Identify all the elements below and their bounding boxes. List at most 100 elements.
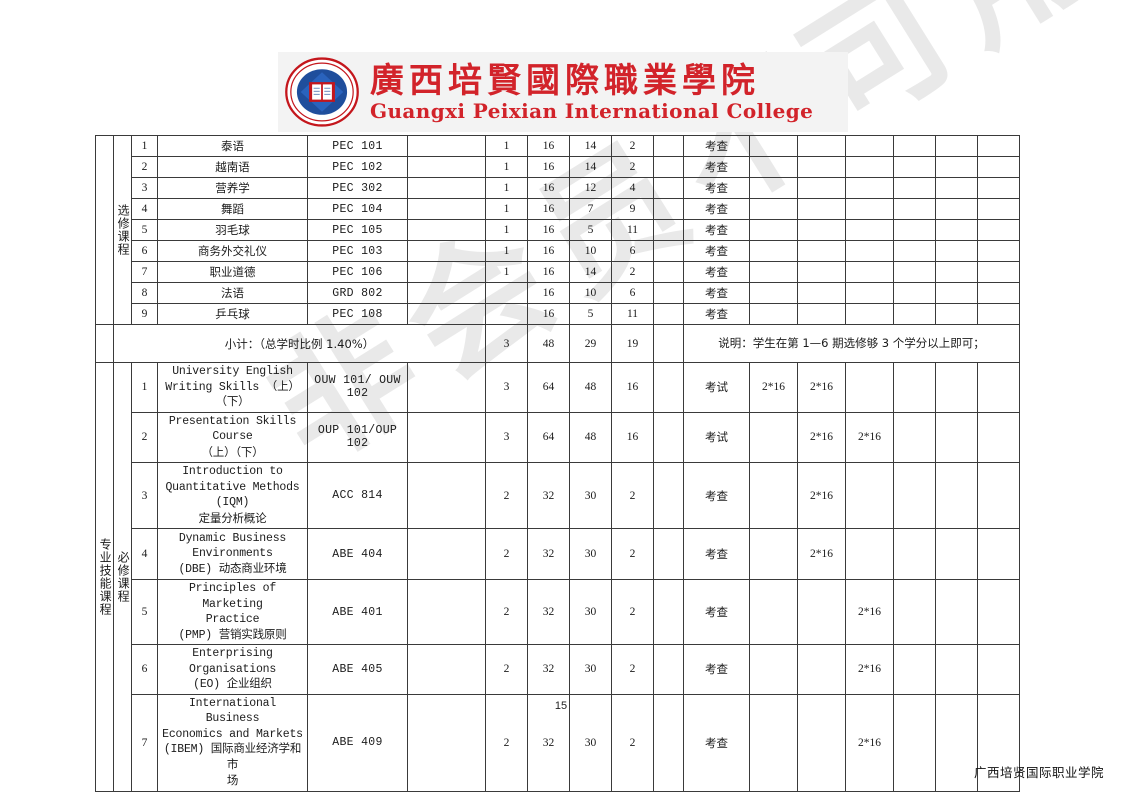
cell-semester-3 — [845, 261, 894, 283]
cell-semester-6 — [977, 282, 1020, 304]
cell-course-code: OUW 101/ OUW 102 — [307, 362, 408, 413]
cell-course-name: Presentation Skills Course （上）（下） — [157, 411, 308, 464]
cell-semester-1 — [749, 462, 798, 530]
cell-theory-hours: 30 — [569, 462, 612, 530]
cell-theory-hours: 10 — [569, 240, 612, 262]
cell-practice-hours: 9 — [611, 198, 654, 220]
table-row: 2 越南语 PEC 102 1 16 14 2 考查 — [96, 156, 1020, 178]
cell-blank-b — [653, 462, 684, 530]
cell-total-hours: 64 — [527, 411, 570, 464]
cell-total-hours: 16 — [527, 282, 570, 304]
cell-semester-2 — [797, 135, 846, 157]
cell-theory-hours: 48 — [569, 411, 612, 464]
cell-semester-1 — [749, 240, 798, 262]
cell-semester-1 — [749, 219, 798, 241]
cell-serial-no: 9 — [131, 303, 158, 325]
cell-semester-6 — [977, 219, 1020, 241]
cell-total-hours: 16 — [527, 303, 570, 325]
cell-credits: 1 — [485, 198, 528, 220]
cell-semester-4 — [893, 693, 936, 792]
cell-semester-6 — [977, 156, 1020, 178]
cell-semester-5 — [935, 303, 978, 325]
cell-assessment: 考查 — [683, 528, 750, 581]
cell-blank-a — [407, 240, 486, 262]
cell-course-name: International Business Economics and Mark… — [157, 693, 308, 792]
college-title-cn: 廣西培賢國際職業學院 — [370, 60, 760, 101]
college-title-en: Guangxi Peixian International College — [370, 99, 814, 124]
cell-semester-6 — [977, 462, 1020, 530]
cell-course-name: 泰语 — [157, 135, 308, 157]
cell-semester-3 — [845, 362, 894, 413]
cell-semester-3 — [845, 282, 894, 304]
cell-theory-hours: 7 — [569, 198, 612, 220]
cell-total-hours: 16 — [527, 177, 570, 199]
cell-practice-hours: 2 — [611, 579, 654, 646]
cell-semester-1 — [749, 135, 798, 157]
cell-serial-no: 5 — [131, 219, 158, 241]
cell-total-hours: 64 — [527, 362, 570, 413]
cell-semester-2 — [797, 644, 846, 695]
cell-blank-b — [653, 198, 684, 220]
curriculum-table-body: 选修课程 1 泰语 PEC 101 1 16 14 2 考查 2 越南语 PEC 102 1 16 14 2 考… — [95, 135, 1020, 792]
cell-semester-1 — [749, 177, 798, 199]
cell-credits: 2 — [485, 693, 528, 792]
college-emblem-icon — [284, 54, 360, 130]
footer-organization: 广西培贤国际职业学院 — [973, 765, 1104, 780]
cell-semester-4 — [893, 303, 936, 325]
group-label-inner-1-text: 选修课程 — [116, 204, 131, 256]
cell-course-name: Principles of Marketing Practice (PMP) 营销实… — [157, 579, 308, 646]
cell-serial-no: 2 — [131, 411, 158, 464]
table-row: 专业技能课程 必修课程 1 University English Writing Ski… — [95, 362, 1020, 792]
cell-course-code: PEC 105 — [307, 219, 408, 241]
cell-practice-hours: 2 — [611, 644, 654, 695]
cell-semester-3 — [845, 156, 894, 178]
cell-course-code: ABE 409 — [307, 693, 408, 792]
cell-semester-5 — [935, 282, 978, 304]
cell-credits: 3 — [485, 362, 528, 413]
cell-blank-a — [407, 462, 486, 530]
cell-semester-6 — [977, 240, 1020, 262]
cell-practice-hours: 11 — [611, 303, 654, 325]
cell-course-name: 职业道德 — [157, 261, 308, 283]
cell-semester-3: 2*16 — [845, 411, 894, 464]
cell-practice-hours: 4 — [611, 177, 654, 199]
cell-semester-4 — [893, 462, 936, 530]
cell-semester-6 — [977, 135, 1020, 157]
cell-semester-3 — [845, 135, 894, 157]
cell-assessment: 考查 — [683, 462, 750, 530]
cell-course-code: PEC 103 — [307, 240, 408, 262]
cell-blank-a — [407, 528, 486, 581]
cell-theory-hours: 30 — [569, 579, 612, 646]
cell-course-code: OUP 101/OUP 102 — [307, 411, 408, 464]
cell-semester-3: 2*16 — [845, 693, 894, 792]
cell-semester-4 — [893, 135, 936, 157]
cell-total-hours: 16 — [527, 156, 570, 178]
cell-semester-3 — [845, 528, 894, 581]
cell-semester-6 — [977, 261, 1020, 283]
page-number: 15 — [554, 700, 568, 712]
cell-semester-6 — [977, 528, 1020, 581]
cell-course-name: 舞蹈 — [157, 198, 308, 220]
cell-semester-2 — [797, 156, 846, 178]
cell-blank-a — [407, 303, 486, 325]
cell-course-code: PEC 302 — [307, 177, 408, 199]
cell-credits: 1 — [485, 261, 528, 283]
cell-blank-a — [407, 261, 486, 283]
cell-blank-b — [653, 362, 684, 413]
cell-serial-no: 3 — [131, 177, 158, 199]
cell-semester-2 — [797, 240, 846, 262]
cell-assessment: 考试 — [683, 411, 750, 464]
cell-serial-no: 1 — [131, 362, 158, 413]
cell-semester-5 — [935, 240, 978, 262]
logo-band: 廣西培賢國際職業學院 Guangxi Peixian International… — [278, 52, 848, 132]
cell-semester-3: 2*16 — [845, 579, 894, 646]
cell-blank-b — [653, 219, 684, 241]
cell-blank-b — [653, 135, 684, 157]
cell-semester-4 — [893, 579, 936, 646]
cell-semester-2: 2*16 — [797, 411, 846, 464]
cell-blank-a — [407, 135, 486, 157]
cell-semester-6 — [977, 177, 1020, 199]
subtotal-credits: 3 — [485, 324, 528, 363]
cell-credits: 2 — [485, 462, 528, 530]
cell-semester-4 — [893, 219, 936, 241]
